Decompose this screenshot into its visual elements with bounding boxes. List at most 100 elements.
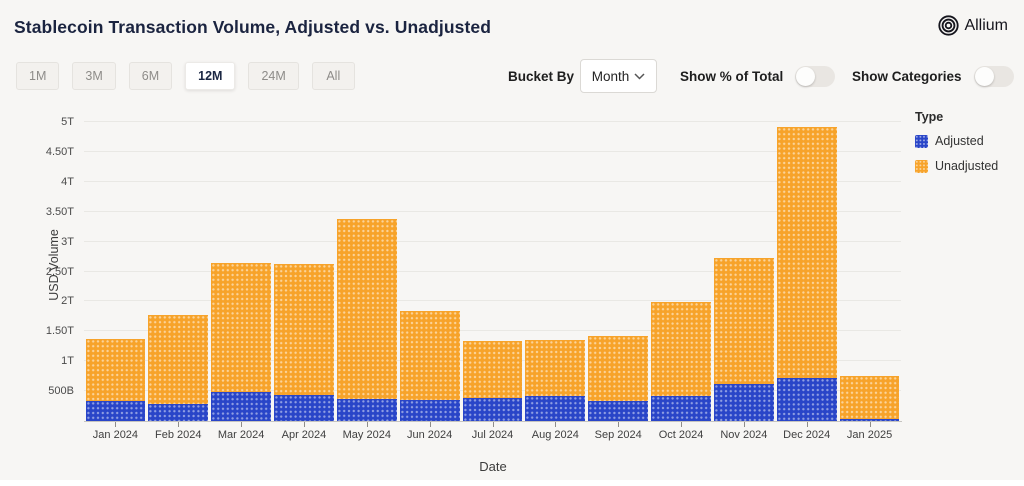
x-tick-label-dec-2024: Dec 2024 <box>783 429 831 441</box>
x-tick-label-nov-2024: Nov 2024 <box>720 429 768 441</box>
allium-logo: Allium <box>937 14 1008 37</box>
bar-segment-adjusted <box>713 384 774 421</box>
range-button-all[interactable]: All <box>311 62 355 90</box>
x-tick-mark <box>681 422 683 427</box>
range-button-1m[interactable]: 1M <box>16 62 60 90</box>
gridline-2T <box>84 300 901 302</box>
time-range-button-group: 1M 3M 6M 12M 24M All <box>16 62 355 90</box>
y-tick-label-500B: 500B <box>48 385 74 398</box>
x-tick-label-jul-2024: Jul 2024 <box>471 429 514 441</box>
legend-swatch-unadjusted <box>915 159 928 173</box>
x-tick-label-mar-2024: Mar 2024 <box>217 429 265 441</box>
bar-segment-adjusted <box>776 377 837 421</box>
x-axis-line <box>84 421 902 422</box>
bar-feb-2024[interactable] <box>148 315 209 421</box>
bar-segment-adjusted <box>211 392 272 421</box>
gridline-4T <box>84 180 901 182</box>
bucket-by-label: Bucket By <box>508 69 575 84</box>
bar-segment-unadjusted <box>525 339 586 396</box>
bar-segment-adjusted <box>588 400 649 421</box>
y-tick-label-2T: 2T <box>61 295 74 308</box>
bar-dec-2024[interactable] <box>776 126 837 421</box>
show-categories-label: Show Categories <box>852 69 962 84</box>
bar-may-2024[interactable] <box>336 219 397 421</box>
x-tick-label-sep-2024: Sep 2024 <box>594 429 642 441</box>
y-tick-label-4.50T: 4.50T <box>45 145 74 158</box>
toggle-knob <box>796 67 816 86</box>
x-tick-mark <box>241 422 243 427</box>
bar-jan-2024[interactable] <box>85 338 146 421</box>
bar-segment-adjusted <box>399 400 460 421</box>
allium-logo-text: Allium <box>964 16 1008 34</box>
bar-segment-unadjusted <box>336 219 397 399</box>
bar-jul-2024[interactable] <box>462 341 523 421</box>
x-tick-label-jan-2025: Jan 2025 <box>846 429 893 441</box>
bar-jun-2024[interactable] <box>399 310 460 421</box>
range-button-6m[interactable]: 6M <box>128 62 173 90</box>
bar-segment-unadjusted <box>713 258 774 385</box>
x-tick-mark <box>555 422 557 427</box>
x-tick-mark <box>743 422 745 427</box>
x-tick-mark <box>303 422 305 427</box>
bar-segment-unadjusted <box>462 341 523 399</box>
y-tick-label-3T: 3T <box>61 235 74 248</box>
bar-apr-2024[interactable] <box>274 264 334 421</box>
legend-item-unadjusted[interactable]: Unadjusted <box>915 159 998 173</box>
x-tick-mark <box>366 422 368 427</box>
bar-segment-unadjusted <box>211 263 272 393</box>
page-bottom-edge <box>0 480 1024 486</box>
bar-segment-unadjusted <box>148 315 209 404</box>
x-tick-label-jan-2024: Jan 2024 <box>92 429 139 441</box>
gridline-4.50T <box>84 150 901 152</box>
gridline-1.50T <box>84 330 901 332</box>
gridline-5T <box>84 121 901 122</box>
show-percent-toggle[interactable] <box>795 66 836 87</box>
bar-segment-adjusted <box>839 419 900 421</box>
range-button-24m[interactable]: 24M <box>248 62 299 90</box>
bucket-by-value: Month <box>591 68 630 84</box>
bar-oct-2024[interactable] <box>651 302 711 421</box>
bar-segment-adjusted <box>274 395 334 421</box>
x-tick-mark <box>429 422 431 427</box>
x-tick-mark <box>115 422 117 427</box>
bar-segment-unadjusted <box>85 338 146 402</box>
page-title: Stablecoin Transaction Volume, Adjusted … <box>14 17 492 37</box>
bar-segment-unadjusted <box>839 376 900 420</box>
bar-mar-2024[interactable] <box>211 263 272 421</box>
show-categories-toggle-row: Show Categories <box>852 66 1014 87</box>
bucket-by-dropdown[interactable]: Month <box>580 59 657 93</box>
x-axis-title: Date <box>479 459 507 474</box>
legend-swatch-adjusted <box>915 134 928 148</box>
bar-nov-2024[interactable] <box>713 258 774 421</box>
bar-jan-2025[interactable] <box>839 376 900 421</box>
bar-segment-unadjusted <box>651 302 711 396</box>
toggle-knob <box>974 67 994 86</box>
x-tick-mark <box>492 422 494 427</box>
x-tick-mark <box>869 422 871 427</box>
allium-logo-icon <box>938 15 960 36</box>
bar-sep-2024[interactable] <box>588 336 649 421</box>
y-tick-label-5T: 5T <box>61 116 74 128</box>
y-tick-label-2.50T: 2.50T <box>45 265 74 278</box>
range-button-12m[interactable]: 12M <box>185 62 236 90</box>
x-tick-mark <box>618 422 620 427</box>
range-button-3m[interactable]: 3M <box>72 62 116 90</box>
show-categories-toggle[interactable] <box>973 66 1014 87</box>
chevron-down-icon <box>634 72 645 80</box>
chart-legend: Type Adjusted Unadjusted <box>915 110 998 184</box>
gridline-3T <box>84 240 901 242</box>
y-tick-label-1T: 1T <box>61 355 74 368</box>
bar-aug-2024[interactable] <box>525 339 586 421</box>
bar-segment-adjusted <box>85 401 146 421</box>
legend-item-adjusted[interactable]: Adjusted <box>915 134 998 148</box>
y-tick-label-1.50T: 1.50T <box>45 325 74 338</box>
x-tick-label-jun-2024: Jun 2024 <box>407 429 453 441</box>
show-percent-toggle-row: Show % of Total <box>680 66 836 87</box>
bar-segment-unadjusted <box>274 264 334 396</box>
bar-segment-adjusted <box>336 398 397 421</box>
gridline-3.50T <box>84 210 901 212</box>
x-tick-label-apr-2024: Apr 2024 <box>281 429 327 441</box>
x-tick-mark <box>178 422 180 427</box>
chart-plot-area <box>84 110 901 421</box>
